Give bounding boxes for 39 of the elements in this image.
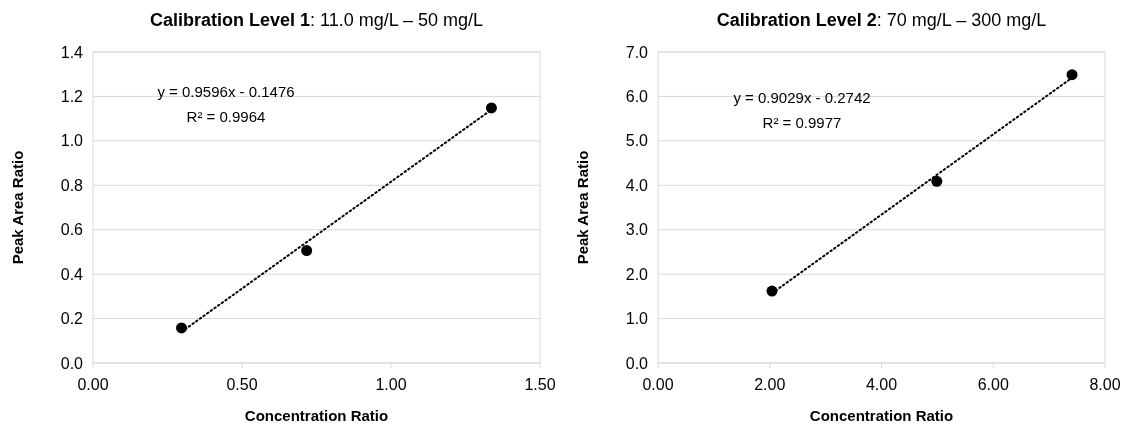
x-tick-label: 1.00 xyxy=(375,376,407,393)
y-tick-label: 0.2 xyxy=(60,310,84,328)
x-tick-label: 8.00 xyxy=(1089,376,1121,393)
y-tick-label: 3.0 xyxy=(625,221,649,239)
y-tick-label: 0.4 xyxy=(60,265,84,283)
y-tick-label: 2.0 xyxy=(625,265,649,283)
x-tick-label: 0.00 xyxy=(77,376,109,393)
annotation: R² = 0.9977 xyxy=(762,114,842,132)
y-tick-label: 7.0 xyxy=(625,43,649,61)
y-axis-title: Peak Area Ratio xyxy=(9,150,26,265)
y-tick-label: 1.2 xyxy=(60,88,84,106)
chart-title: Calibration Level 1: 11.0 mg/L – 50 mg/L xyxy=(149,10,484,30)
y-tick-label: 0.0 xyxy=(625,354,649,372)
point xyxy=(1066,69,1078,81)
point xyxy=(931,175,943,187)
annotation: y = 0.9596x - 0.1476 xyxy=(157,83,295,101)
y-tick-label: 1.4 xyxy=(60,43,84,61)
y-tick-label: 0.6 xyxy=(60,221,84,239)
y-tick-label: 5.0 xyxy=(625,132,649,150)
x-tick-label: 0.50 xyxy=(226,376,258,393)
point xyxy=(485,102,497,114)
y-tick-label: 0.0 xyxy=(60,354,84,372)
y-axis-title: Peak Area Ratio xyxy=(574,150,591,265)
y-tick-label: 6.0 xyxy=(625,88,649,106)
annotation: y = 0.9029x - 0.2742 xyxy=(733,89,871,107)
y-tick-label: 0.8 xyxy=(60,176,84,194)
x-tick-label: 6.00 xyxy=(977,376,1009,393)
x-tick-label: 1.50 xyxy=(524,376,556,393)
point xyxy=(301,245,313,257)
x-axis-title: Concentration Ratio xyxy=(244,407,389,424)
x-tick-label: 0.00 xyxy=(642,376,674,393)
y-tick-label: 1.0 xyxy=(60,132,84,150)
annotation: R² = 0.9964 xyxy=(186,108,266,126)
x-tick-label: 2.00 xyxy=(754,376,786,393)
y-tick-label: 4.0 xyxy=(625,176,649,194)
x-axis-title: Concentration Ratio xyxy=(809,407,954,424)
x-tick-label: 4.00 xyxy=(865,376,898,393)
y-tick-label: 1.0 xyxy=(625,310,649,328)
chart-title: Calibration Level 2: 70 mg/L – 300 mg/L xyxy=(716,10,1047,30)
